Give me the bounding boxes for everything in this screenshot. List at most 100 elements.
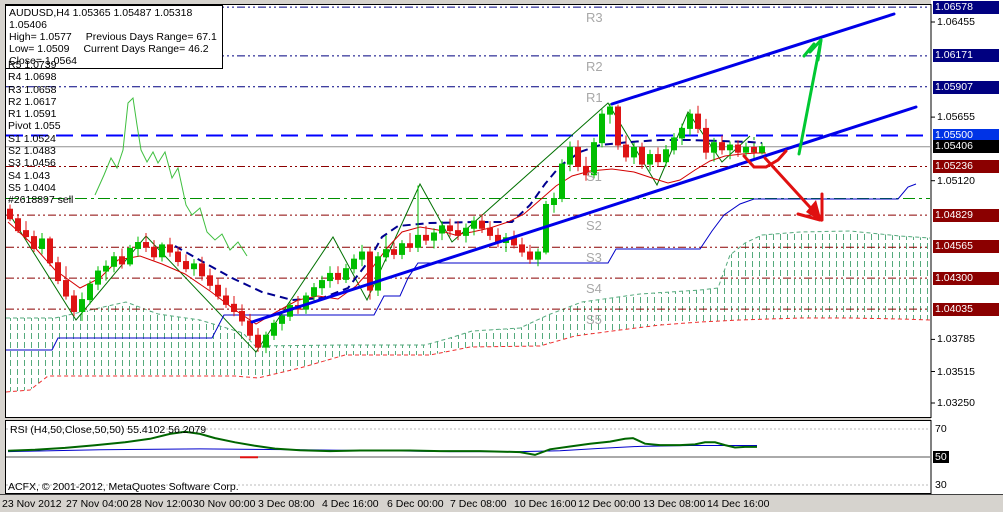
time-label: 3 Dec 08:00	[258, 498, 315, 510]
bearish-candle	[143, 242, 149, 248]
bearish-candle	[15, 218, 21, 232]
price-badge-1.05406: 1.05406	[933, 140, 999, 154]
bullish-candle	[135, 242, 141, 249]
zone-label-r3: R3	[586, 10, 603, 26]
price-tick-1.03515: 1.03515	[937, 365, 975, 378]
bullish-candle	[399, 243, 405, 255]
bullish-candle	[87, 283, 93, 301]
rsi-tick-50: 50	[933, 451, 949, 463]
bullish-candle	[111, 256, 117, 267]
price-badge-1.04565: 1.04565	[933, 240, 999, 254]
bearish-candle	[447, 225, 453, 232]
ichimoku-cloud	[6, 231, 930, 392]
bullish-candle	[415, 234, 421, 248]
pivot-list-item: S3 1.0456	[8, 157, 56, 170]
bullish-candle	[679, 127, 685, 139]
bullish-candle	[103, 265, 109, 272]
bullish-candle	[39, 238, 45, 249]
price-badge-1.04829: 1.04829	[933, 208, 999, 222]
time-label: 13 Dec 08:00	[643, 498, 706, 510]
bearish-candle	[151, 246, 157, 258]
pivot-list-item: S1 1.0524	[8, 132, 56, 145]
price-badge-1.05907: 1.05907	[933, 80, 999, 94]
bullish-candle	[271, 322, 277, 336]
pivot-list-item: S2 1.0483	[8, 145, 56, 158]
pivot-list-item: R3 1.0658	[8, 83, 57, 96]
ohlc-info-box: AUDUSD,H4 1.05365 1.05487 1.05318 1.0540…	[5, 5, 223, 69]
time-axis[interactable]: 23 Nov 2012 27 Nov 04:00 28 Nov 12:00 30 No…	[0, 494, 1003, 512]
zone-label-s2: S2	[586, 218, 602, 234]
bullish-candle	[471, 220, 477, 229]
bullish-candle	[599, 113, 605, 144]
bullish-candle	[559, 163, 565, 200]
bullish-candle	[95, 270, 101, 285]
bearish-candle	[255, 334, 261, 348]
bullish-candle	[327, 272, 333, 282]
copyright-text: ACFX, © 2001-2012, MetaQuotes Software C…	[8, 481, 239, 493]
pivot-levels-list: R5 1.0739 R4 1.0698 R3 1.0658 R2 1.0617 R1 1…	[8, 59, 73, 207]
rsi-tick-30: 30	[935, 479, 947, 491]
bearish-candle	[23, 230, 29, 238]
time-label: 12 Dec 00:00	[578, 498, 641, 510]
time-label: 7 Dec 08:00	[450, 498, 507, 510]
bearish-candle	[719, 142, 725, 151]
candles-layer	[7, 103, 765, 354]
bearish-candle	[215, 284, 221, 297]
close-line: Close= 1.0564	[9, 55, 78, 67]
price-badge-1.05500: 1.05500	[933, 129, 999, 143]
cloud-bottom-boundary	[6, 317, 931, 393]
bullish-candle	[535, 251, 541, 260]
bearish-candle	[391, 249, 397, 255]
bearish-candle	[31, 236, 37, 249]
rsi-main-line	[7, 430, 757, 456]
zone-label-r1: R1	[586, 89, 603, 105]
zone-label-s5: S5	[586, 312, 602, 328]
trendline-upper	[610, 12, 896, 106]
bearish-candle	[735, 144, 741, 153]
bearish-candle	[695, 113, 701, 129]
low-range-line: Low= 1.0509 Current Days Range= 46.2	[9, 43, 209, 55]
bearish-candle	[479, 220, 485, 229]
time-label: 6 Dec 00:00	[387, 498, 444, 510]
bullish-candle	[375, 256, 381, 291]
bearish-candle	[207, 275, 213, 286]
zone-label-r2: R2	[586, 58, 603, 74]
bullish-candle	[607, 106, 613, 115]
bearish-candle	[455, 230, 461, 236]
bearish-candle	[231, 303, 237, 312]
pivot-list-item: S4 1.043	[8, 169, 51, 182]
bearish-candle	[7, 208, 13, 220]
price-badge-1.04035: 1.04035	[933, 303, 999, 317]
tenkan-line	[7, 152, 766, 325]
bullish-candle	[351, 258, 357, 270]
bullish-candle	[191, 263, 197, 270]
high-range-line: High= 1.0577 Previous Days Range= 67.1	[9, 31, 217, 43]
bearish-candle	[583, 165, 589, 176]
price-tick-1.03785: 1.03785	[937, 333, 975, 346]
bullish-candle	[159, 244, 165, 258]
bullish-candle	[663, 149, 669, 163]
bearish-candle	[575, 146, 581, 167]
price-tick-1.03250: 1.03250	[937, 397, 975, 409]
zone-label-s4: S4	[586, 281, 602, 297]
pivot-list-item: R4 1.0698	[8, 71, 57, 84]
bearish-candle	[615, 106, 621, 146]
green-overlay-line	[94, 96, 248, 257]
time-label: 27 Nov 04:00	[66, 498, 129, 510]
time-label: 30 Nov 00:00	[193, 498, 256, 510]
cloud-top-boundary	[6, 230, 931, 347]
symbol-ohlc-line: AUDUSD,H4 1.05365 1.05487 1.05318 1.0540…	[9, 7, 193, 31]
price-badge-1.04300: 1.04300	[933, 271, 999, 285]
bullish-candle	[743, 146, 749, 153]
bullish-candle	[463, 227, 469, 236]
zone-label-s1: S1	[586, 169, 602, 185]
bullish-candle	[647, 154, 653, 165]
pivot-list-item: S5 1.0404	[8, 181, 56, 194]
bearish-candle	[519, 244, 525, 253]
green-up-arrow-annotation	[797, 38, 823, 156]
bullish-candle	[711, 142, 717, 153]
ma-dashed-line	[174, 139, 763, 302]
bearish-candle	[407, 243, 413, 248]
bearish-candle	[335, 272, 341, 280]
